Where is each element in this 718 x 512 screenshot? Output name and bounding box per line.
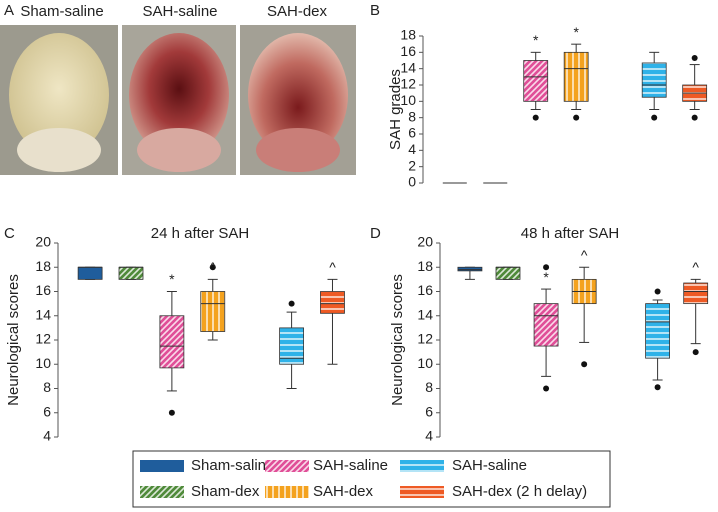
box xyxy=(118,266,144,280)
outlier xyxy=(691,55,698,62)
box xyxy=(457,266,483,272)
box xyxy=(563,51,589,102)
y-tick-label: 14 xyxy=(417,306,433,322)
y-tick-label: 4 xyxy=(425,428,433,444)
y-tick-label: 16 xyxy=(417,282,433,298)
outlier xyxy=(691,114,698,121)
brain xyxy=(129,33,229,157)
y-tick-label: 10 xyxy=(35,355,51,371)
y-tick-label: 6 xyxy=(408,125,416,141)
panel-label: B xyxy=(370,2,380,19)
y-tick-label: 18 xyxy=(35,258,51,274)
box xyxy=(77,266,103,280)
y-tick-label: 12 xyxy=(35,331,51,347)
y-tick-label: 18 xyxy=(400,27,416,43)
legend-label: SAH-saline xyxy=(313,457,388,474)
legend-box xyxy=(132,450,611,508)
photos xyxy=(0,25,356,175)
outlier xyxy=(543,264,550,271)
y-tick-label: 8 xyxy=(43,379,51,395)
y-tick-label: 8 xyxy=(425,379,433,395)
outlier xyxy=(654,288,661,295)
legend-swatch xyxy=(400,486,444,498)
y-tick-label: 6 xyxy=(425,403,433,419)
chart-title: 48 h after SAH xyxy=(521,225,619,242)
box xyxy=(683,282,709,305)
y-tick-label: 4 xyxy=(408,141,416,157)
legend-swatch xyxy=(265,460,309,472)
y-tick-label: 14 xyxy=(35,306,51,322)
outlier xyxy=(209,264,216,271)
brain xyxy=(9,33,109,157)
y-axis-label: Neurological scores xyxy=(389,274,406,406)
significance: ^ xyxy=(329,259,336,275)
outlier xyxy=(581,361,588,368)
outlier xyxy=(692,349,699,356)
y-axis-label: Neurological scores xyxy=(5,274,22,406)
legend-swatch xyxy=(265,486,309,498)
brain xyxy=(137,128,221,172)
significance: * xyxy=(543,269,549,285)
photo-label: SAH-saline xyxy=(142,3,217,20)
significance: ^ xyxy=(209,259,216,275)
significance: ^ xyxy=(692,259,699,275)
outlier xyxy=(573,114,580,121)
outlier xyxy=(543,385,550,392)
y-tick-label: 4 xyxy=(43,428,51,444)
y-tick-label: 12 xyxy=(400,76,416,92)
brain xyxy=(256,128,340,172)
legend-label: Sham-dex xyxy=(191,483,260,500)
legend-swatch xyxy=(140,486,184,498)
box xyxy=(159,315,185,369)
y-tick-label: 16 xyxy=(400,43,416,59)
legend-label: SAH-dex xyxy=(313,483,374,500)
y-tick-label: 6 xyxy=(43,403,51,419)
y-tick-label: 10 xyxy=(400,92,416,108)
legend-swatch xyxy=(400,460,444,472)
y-tick-label: 12 xyxy=(417,331,433,347)
photo-label: Sham-saline xyxy=(20,3,103,20)
outlier xyxy=(654,384,661,391)
panel-label: A xyxy=(4,2,14,19)
y-tick-label: 16 xyxy=(35,282,51,298)
brain xyxy=(248,33,348,157)
y-tick-label: 20 xyxy=(35,234,51,250)
legend-swatch xyxy=(140,460,184,472)
box xyxy=(320,291,345,314)
y-tick-label: 14 xyxy=(400,59,416,75)
box xyxy=(645,303,670,359)
box xyxy=(641,62,667,98)
significance: ^ xyxy=(581,247,588,263)
y-axis-label: SAH grades xyxy=(387,69,404,150)
significance: * xyxy=(573,24,579,40)
y-tick-label: 0 xyxy=(408,174,416,190)
box xyxy=(533,303,559,347)
y-tick-label: 18 xyxy=(417,258,433,274)
box xyxy=(200,291,226,332)
legend-label: SAH-dex (2 h delay) xyxy=(452,483,587,500)
y-tick-label: 10 xyxy=(417,355,433,371)
brain xyxy=(17,128,101,172)
y-tick-label: 2 xyxy=(408,157,416,173)
y-tick-label: 8 xyxy=(408,108,416,124)
legend-label: SAH-saline xyxy=(452,457,527,474)
legend-label: Sham-saline xyxy=(191,457,274,474)
panel-label: C xyxy=(4,225,15,242)
box xyxy=(279,327,305,365)
outlier xyxy=(651,114,658,121)
box xyxy=(495,266,521,280)
box xyxy=(523,60,549,102)
significance: * xyxy=(169,271,175,287)
outlier xyxy=(532,114,539,121)
significance: * xyxy=(533,32,539,48)
photo-label: SAH-dex xyxy=(267,3,328,20)
outlier xyxy=(288,300,295,307)
y-tick-label: 20 xyxy=(417,234,433,250)
panel-label: D xyxy=(370,225,381,242)
outlier xyxy=(168,409,175,416)
chart-title: 24 h after SAH xyxy=(151,225,249,242)
